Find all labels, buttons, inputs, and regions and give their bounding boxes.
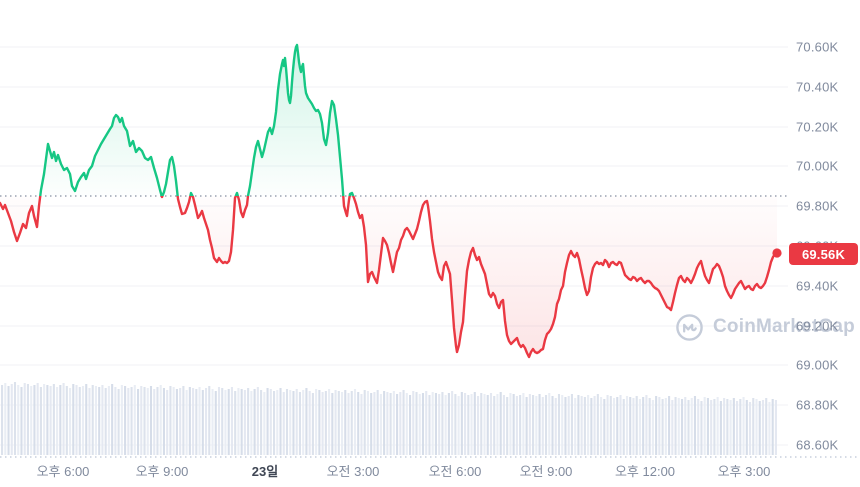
volume-bars xyxy=(1,382,777,455)
current-price-badge: 69.56K xyxy=(789,243,858,265)
current-price-dot xyxy=(772,248,782,258)
price-area-fills xyxy=(0,45,777,357)
price-line xyxy=(0,43,779,359)
